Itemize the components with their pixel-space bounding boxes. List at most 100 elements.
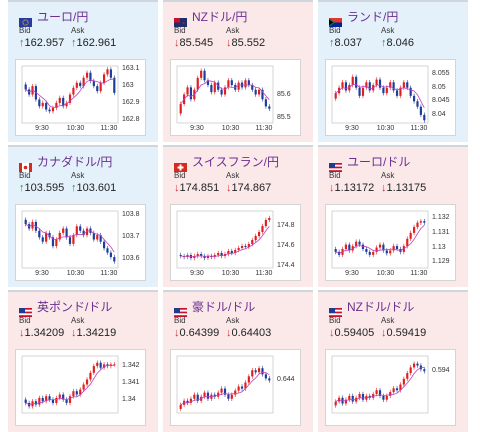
plot-frame [176, 355, 274, 414]
ask-value: ↑103.601 [71, 182, 116, 194]
candlestick-chart[interactable]: 1.342 1.341 1.34 [15, 349, 146, 426]
candlestick-chart[interactable]: 163.1 163 162.9 162.8 9:30 10:30 11:30 [15, 59, 146, 136]
bid-label: Bid [329, 316, 341, 325]
candle-body [244, 80, 247, 88]
ask-price: 8.046 [386, 37, 415, 49]
rate-card[interactable]: NZドル/ドル Bid Ask ↓0.59405 ↓0.59419 0.594 [318, 290, 468, 432]
currency-pair-link[interactable]: ユーロ/ドル [347, 155, 411, 169]
bid-label: Bid [329, 26, 341, 35]
bid-label: Bid [19, 316, 31, 325]
currency-pair-link[interactable]: スイスフラン/円 [192, 155, 279, 169]
candlestick-chart[interactable]: 174.8 174.6 174.4 9:30 10:30 11:30 [170, 204, 301, 281]
candle-body [264, 220, 267, 226]
y-tick-label: 1.342 [122, 362, 140, 370]
bid-value: ↓174.851 [174, 182, 219, 194]
plot-frame [176, 65, 274, 124]
moving-average-line [335, 84, 425, 108]
candle-body [99, 235, 102, 242]
candlestick-chart[interactable]: 8.055 8.05 8.045 8.04 9:30 10:30 11:30 [325, 59, 456, 136]
moving-average-line [25, 364, 115, 406]
x-tick-label: 9:30 [190, 270, 204, 277]
rate-card[interactable]: ユーロ/ドル Bid Ask ↓1.13172 ↓1.13175 1.132 1.131 1.… [318, 145, 468, 287]
candle-body [62, 394, 65, 400]
rate-card[interactable]: 英ポンド/ドル Bid Ask ↓1.34209 ↓1.34219 1.342 1.341 1… [8, 290, 158, 432]
currency-pair-link[interactable]: ランド/円 [347, 10, 399, 24]
bid-price: 162.957 [24, 37, 65, 49]
candle-body [372, 85, 375, 91]
currency-pair-link[interactable]: カナダドル/円 [37, 155, 113, 169]
candle-body [206, 392, 210, 399]
candlestick-chart[interactable]: 0.594 [325, 349, 456, 426]
plot-frame [21, 65, 119, 124]
y-tick-label: 85.5 [277, 114, 291, 122]
candle-body [203, 70, 206, 81]
currency-pair-link[interactable]: NZドル/円 [192, 10, 248, 24]
candle-body [244, 246, 247, 247]
moving-average-line [335, 225, 425, 254]
candle-body [254, 89, 257, 95]
bid-label: Bid [174, 26, 186, 35]
candle-body [38, 397, 41, 405]
candle-body [75, 226, 78, 236]
currency-pair-link[interactable]: 豪ドル/ドル [192, 300, 256, 314]
candle-body [423, 114, 426, 121]
candlestick-chart[interactable]: 0.644 [170, 349, 301, 426]
rate-card[interactable]: ユーロ/円 Bid Ask ↑162.957 ↑162.961 163.1 163 162.9… [8, 0, 158, 142]
candle-body [247, 80, 250, 85]
x-tick-label: 10:30 [66, 270, 85, 277]
ask-label: Ask [71, 26, 85, 35]
candle-body [75, 391, 78, 395]
currency-pair-link[interactable]: NZドル/ドル [347, 300, 415, 314]
ask-price: 0.64403 [231, 327, 272, 339]
moving-average-line [25, 223, 115, 253]
candle-body [251, 240, 254, 244]
candle-body [419, 221, 422, 223]
rate-card[interactable]: 豪ドル/ドル Bid Ask ↓0.64399 ↓0.64403 0.644 [163, 290, 313, 432]
candle-body [38, 99, 41, 107]
candle-body [24, 399, 27, 403]
candle-body [378, 390, 382, 396]
candle-body [220, 253, 223, 256]
candle-body [102, 74, 106, 83]
bid-price: 103.595 [24, 182, 65, 194]
candle-body [240, 386, 244, 389]
moving-average-line [335, 367, 425, 402]
candlestick-chart[interactable]: 103.8 103.7 103.6 9:30 10:30 11:30 [15, 204, 146, 281]
bid-value: ↓85.545 [174, 37, 213, 49]
moving-average-line [25, 78, 115, 109]
candle-body [351, 246, 354, 251]
plot-frame [176, 210, 274, 269]
candle-body [200, 70, 203, 78]
candle-body [395, 246, 399, 249]
candle-body [264, 374, 267, 379]
candlestick-chart[interactable]: 85.6 85.5 9:30 10:30 11:30 [170, 59, 301, 136]
bid-price: 174.851 [179, 182, 220, 194]
rate-card[interactable]: NZドル/円 Bid Ask ↓85.545 ↓85.552 85.6 85.5 9:30 10… [163, 0, 313, 142]
ask-label: Ask [381, 171, 395, 180]
candle-body [79, 389, 82, 395]
currency-pair-link[interactable]: 英ポンド/ドル [37, 300, 113, 314]
candle-body [68, 396, 72, 403]
x-tick-label: 9:30 [345, 125, 359, 132]
candle-body [385, 250, 388, 254]
x-tick-label: 10:30 [376, 125, 395, 132]
candle-body [179, 255, 182, 256]
candle-body [392, 388, 395, 393]
rate-card[interactable]: ランド/円 Bid Ask ↑8.037 ↑8.046 8.055 8.05 8.045 8.0… [318, 0, 468, 142]
candle-body [24, 219, 27, 225]
y-tick-label: 103.8 [122, 211, 140, 219]
rate-card[interactable]: カナダドル/円 Bid Ask ↑103.595 ↑103.601 103.8 103.7 1… [8, 145, 158, 287]
down-arrow-icon: ↓ [329, 327, 335, 339]
bid-value: ↓0.59405 [329, 327, 374, 339]
candle-body [189, 87, 193, 100]
candle-body [193, 394, 196, 399]
candle-body [412, 227, 416, 233]
candle-body [416, 101, 419, 107]
candle-body [334, 93, 337, 99]
bid-value: ↓1.34209 [19, 327, 64, 339]
rate-card[interactable]: スイスフラン/円 Bid Ask ↓174.851 ↓174.867 174.8 174.6… [163, 145, 313, 287]
candlestick-chart[interactable]: 1.132 1.131 1.13 1.129 9:30 10:30 11:30 [325, 204, 456, 281]
moving-average-line [180, 371, 270, 406]
ca-flag-icon [19, 159, 32, 172]
currency-pair-link[interactable]: ユーロ/円 [37, 10, 89, 24]
